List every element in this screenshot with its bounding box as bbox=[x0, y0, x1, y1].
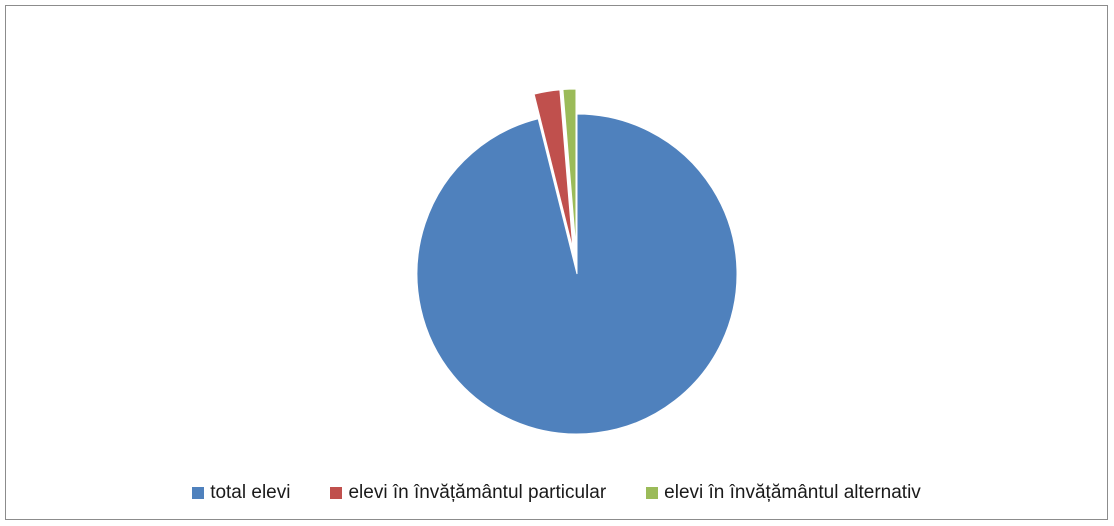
legend-label: elevi în învățământul particular bbox=[348, 482, 607, 503]
chart-legend: total elevi elevi în învățământul partic… bbox=[6, 480, 1107, 506]
legend-swatch bbox=[646, 487, 659, 499]
legend-item-total-elevi: total elevi bbox=[192, 482, 290, 504]
legend-swatch bbox=[192, 487, 205, 499]
pie-slice-1 bbox=[416, 113, 738, 435]
pie-slice-2 bbox=[533, 89, 574, 250]
chart-frame: total elevi elevi în învățământul partic… bbox=[5, 5, 1108, 520]
pie-chart bbox=[416, 88, 738, 435]
pie-slice-3 bbox=[562, 88, 577, 250]
legend-item-elevi-particular: elevi în învățământul particular bbox=[330, 482, 606, 504]
legend-swatch bbox=[330, 487, 343, 499]
legend-label: elevi în învățământul alternativ bbox=[664, 482, 921, 503]
legend-item-elevi-alternativ: elevi în învățământul alternativ bbox=[646, 482, 921, 504]
legend-label: total elevi bbox=[210, 482, 291, 503]
